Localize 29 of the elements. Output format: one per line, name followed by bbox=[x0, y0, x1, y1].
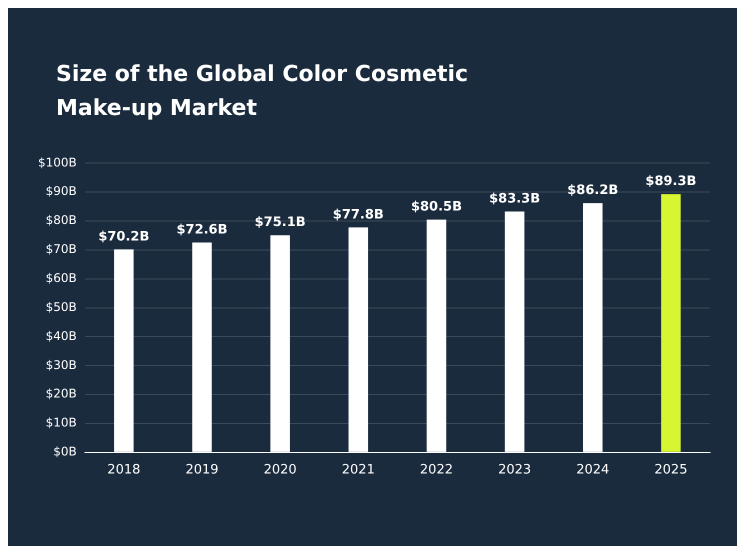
data-label: $83.3B bbox=[489, 191, 540, 206]
data-label: $72.6B bbox=[176, 222, 228, 238]
x-tick-label: 2025 bbox=[654, 462, 688, 478]
y-tick-label: $0B bbox=[53, 444, 77, 459]
x-tick-label: 2023 bbox=[498, 462, 532, 478]
x-tick-label: 2021 bbox=[342, 462, 375, 478]
data-label: $70.2B bbox=[98, 229, 150, 244]
y-tick-label: $100B bbox=[38, 155, 77, 170]
y-tick-label: $50B bbox=[46, 300, 77, 314]
data-label: $86.2B bbox=[567, 182, 618, 198]
x-tick-label: 2024 bbox=[576, 462, 610, 478]
y-tick-label: $10B bbox=[46, 416, 77, 430]
data-label: $77.8B bbox=[332, 207, 384, 222]
x-tick-label: 2018 bbox=[107, 462, 140, 478]
y-tick-label: $80B bbox=[46, 213, 77, 228]
data-label: $89.3B bbox=[645, 174, 696, 190]
y-tick-label: $40B bbox=[46, 328, 77, 343]
x-tick-label: 2019 bbox=[185, 462, 219, 478]
chart-title: Size of the Global Color Cosmetic Make-up Market bbox=[56, 61, 470, 123]
x-tick-label: 2020 bbox=[264, 462, 297, 478]
y-tick-label: $20B bbox=[46, 386, 77, 401]
y-tick-label: $30B bbox=[46, 358, 77, 372]
x-tick-label: 2022 bbox=[420, 462, 454, 478]
y-tick-label: $90B bbox=[46, 184, 77, 198]
data-label: $80.5B bbox=[410, 199, 462, 214]
data-label: $75.1B bbox=[254, 215, 306, 230]
y-tick-label: $60B bbox=[46, 271, 77, 286]
y-tick-label: $70B bbox=[46, 242, 77, 256]
bar bbox=[661, 194, 681, 452]
